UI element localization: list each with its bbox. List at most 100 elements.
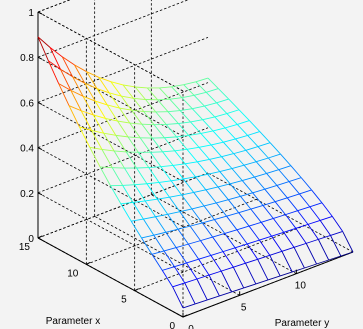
mesh-segment <box>297 206 310 212</box>
mesh-segment <box>243 283 256 289</box>
mesh-segment <box>233 149 246 155</box>
grid-line <box>37 56 184 137</box>
mesh-segment <box>262 205 274 219</box>
mesh-segment <box>226 212 239 217</box>
mesh-segment <box>132 200 146 203</box>
mesh-segment <box>228 195 241 201</box>
mesh-segment <box>115 134 129 138</box>
mesh-segment <box>132 202 144 220</box>
mesh-segment <box>167 111 179 124</box>
mesh-segment <box>229 183 241 197</box>
x-tick <box>37 235 43 239</box>
mesh-segment <box>190 119 203 123</box>
grid-line <box>37 0 189 58</box>
x-tick <box>182 314 188 318</box>
mesh-segment <box>84 82 96 102</box>
mesh-segment <box>62 56 75 66</box>
x-tick-label: 5 <box>121 295 127 306</box>
mesh-segment <box>221 156 233 169</box>
x-tick <box>134 288 139 292</box>
mesh-segment <box>177 228 189 245</box>
y-tick-label: 0 <box>188 324 194 329</box>
mesh-segment <box>242 176 255 181</box>
mesh-segment <box>195 176 207 191</box>
mesh-segment <box>146 87 158 101</box>
mesh-segment <box>74 64 87 73</box>
mesh-segment <box>330 235 342 257</box>
mesh-segment <box>249 120 261 132</box>
mesh-segment <box>70 90 82 111</box>
mesh-segment <box>226 109 240 114</box>
mesh-segment <box>144 200 156 217</box>
mesh-segment <box>210 255 222 272</box>
mesh-segment <box>288 177 302 183</box>
mesh-segment <box>268 157 280 170</box>
mesh-segment <box>245 149 257 163</box>
grid-line <box>37 11 184 92</box>
mesh-segment <box>143 111 155 125</box>
mesh-segment <box>190 121 202 134</box>
tick-marks <box>37 11 297 318</box>
mesh-segment <box>60 69 72 91</box>
mesh-segment <box>179 211 191 227</box>
mesh-segment <box>285 210 298 216</box>
mesh-segment <box>70 89 84 97</box>
mesh-segment <box>189 225 201 241</box>
grid-line <box>37 127 209 194</box>
grid-line <box>37 37 209 103</box>
mesh-segment <box>162 266 175 271</box>
mesh-segment <box>180 108 193 111</box>
mesh-segment <box>257 146 269 159</box>
mesh-segment <box>68 105 80 128</box>
mesh-segment <box>186 262 198 280</box>
mesh-segment <box>191 208 203 224</box>
mesh-segment <box>259 239 271 256</box>
mesh-segment <box>153 231 166 236</box>
mesh-segment <box>131 218 144 222</box>
mesh-segment <box>155 216 167 233</box>
mesh-segment <box>331 216 344 232</box>
mesh-segment <box>119 107 131 124</box>
mesh-segment <box>198 255 211 260</box>
mesh-segment <box>124 167 136 185</box>
mesh-segment <box>122 84 134 99</box>
mesh-segment <box>279 271 293 277</box>
mesh-segment <box>246 243 259 260</box>
mesh-segment <box>238 212 250 227</box>
mesh-segment <box>235 134 248 140</box>
mesh-segment <box>269 255 281 277</box>
mesh-segment <box>204 102 217 107</box>
mesh-segment <box>264 185 278 190</box>
mesh-segment <box>175 247 187 264</box>
mesh-segment <box>131 109 143 125</box>
mesh-segment <box>188 240 201 245</box>
mesh-segment <box>134 86 146 100</box>
mesh-segment <box>163 250 175 267</box>
mesh-segment <box>182 178 195 193</box>
mesh-segment <box>137 152 150 168</box>
mesh-segment <box>295 223 309 229</box>
mesh-segment <box>223 141 235 154</box>
mesh-segment <box>163 247 177 252</box>
mesh-segment <box>91 130 103 150</box>
mesh-segment <box>204 105 216 118</box>
mesh-segment <box>181 194 193 210</box>
mesh-segment <box>186 149 198 163</box>
mesh-segment <box>272 218 285 233</box>
mesh-segment <box>171 178 184 182</box>
mesh-segment <box>214 219 226 234</box>
mesh-segment <box>214 116 226 129</box>
mesh-segment <box>221 153 234 158</box>
mesh-segment <box>202 219 215 224</box>
mesh-segment <box>197 158 210 163</box>
mesh-segment <box>287 193 300 199</box>
mesh-segment <box>181 192 194 196</box>
mesh-segment <box>254 173 267 178</box>
mesh-segment <box>210 251 224 256</box>
mesh-segment <box>228 98 240 111</box>
x-tick <box>86 261 91 265</box>
mesh-segment <box>210 144 222 157</box>
mesh-segment <box>151 137 163 153</box>
mesh-segment <box>207 171 220 175</box>
mesh-segment <box>130 220 142 239</box>
